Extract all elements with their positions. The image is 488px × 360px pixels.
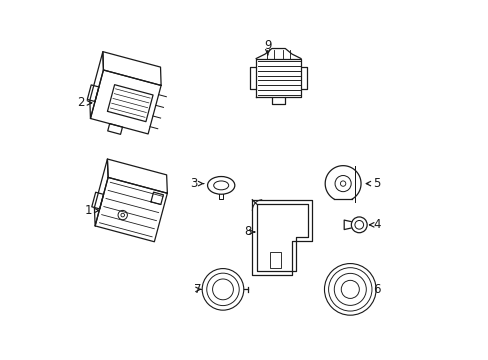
Text: 5: 5 bbox=[366, 177, 380, 190]
Text: 2: 2 bbox=[78, 96, 91, 109]
Text: 1: 1 bbox=[84, 204, 99, 217]
Text: 8: 8 bbox=[244, 225, 254, 238]
Bar bbox=[269, 252, 281, 268]
Text: 3: 3 bbox=[190, 177, 203, 190]
Text: 4: 4 bbox=[369, 218, 380, 231]
Text: 7: 7 bbox=[194, 283, 201, 296]
Text: 9: 9 bbox=[264, 39, 271, 55]
Text: 6: 6 bbox=[373, 283, 380, 296]
